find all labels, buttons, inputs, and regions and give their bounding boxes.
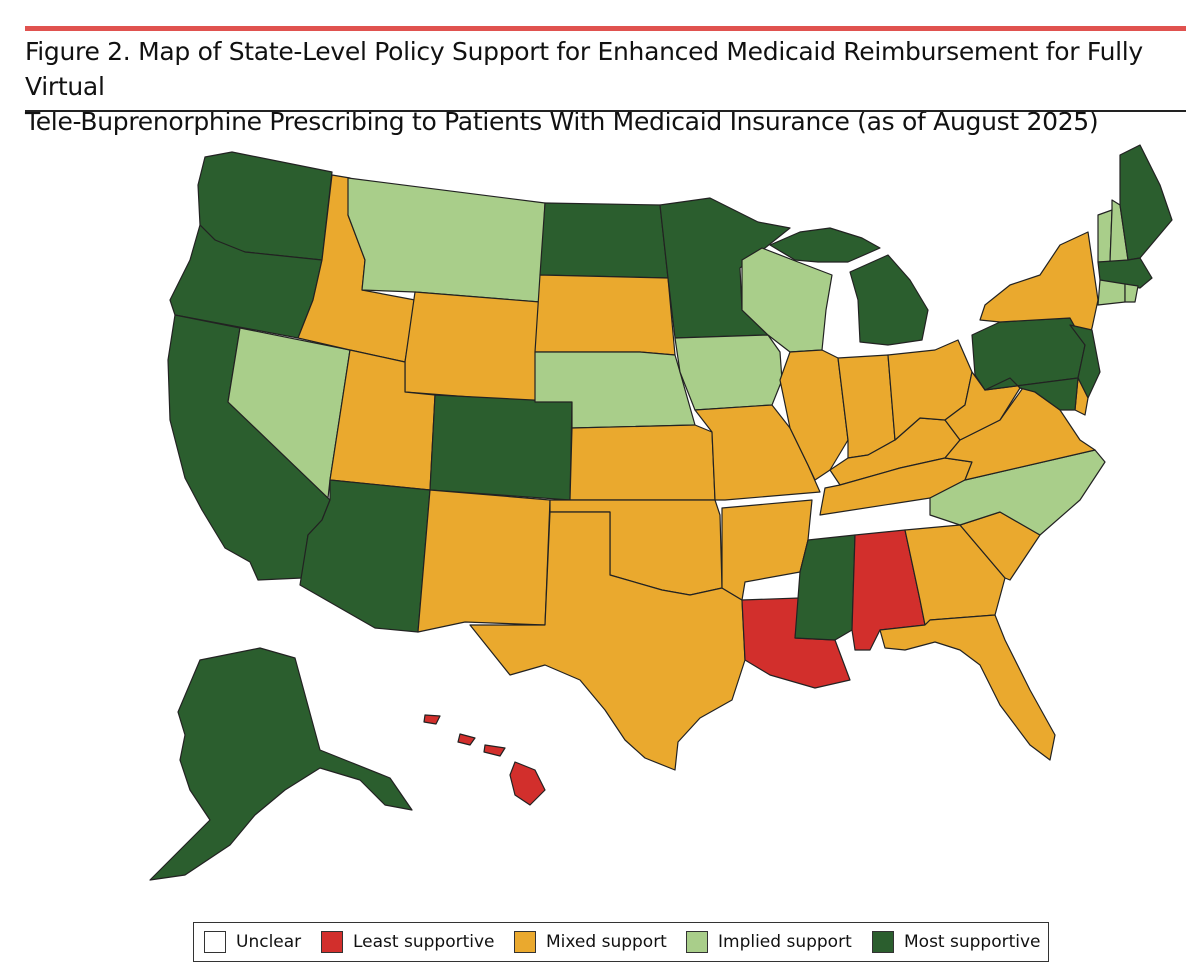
legend-label-least-supportive: Least supportive bbox=[353, 932, 495, 952]
state-wi bbox=[741, 247, 833, 353]
state-me bbox=[1119, 144, 1173, 261]
title-rule bbox=[25, 110, 1186, 112]
legend-label-implied-support: Implied support bbox=[718, 932, 852, 952]
map-legend: Unclear Least supportive Mixed support I… bbox=[193, 922, 1049, 962]
state-wy bbox=[404, 291, 541, 403]
figure-title-line-1: Figure 2. Map of State-Level Policy Supp… bbox=[25, 37, 1143, 101]
state-mn bbox=[659, 197, 791, 339]
legend-swatch-least-supportive bbox=[321, 931, 343, 953]
legend-swatch-most-supportive bbox=[872, 931, 894, 953]
legend-swatch-mixed-support bbox=[514, 931, 536, 953]
state-ak bbox=[149, 647, 413, 881]
state-mi bbox=[849, 254, 929, 346]
state-ri bbox=[1124, 283, 1139, 303]
state-co bbox=[429, 394, 573, 501]
legend-label-most-supportive: Most supportive bbox=[904, 932, 1041, 952]
legend-swatch-unclear bbox=[204, 931, 226, 953]
state-nm bbox=[417, 489, 551, 633]
state-nd bbox=[539, 202, 669, 279]
state-ct bbox=[1097, 279, 1126, 306]
legend-label-unclear: Unclear bbox=[236, 932, 302, 952]
state-hi bbox=[423, 714, 546, 806]
state-ar bbox=[721, 499, 813, 601]
state-mt bbox=[347, 177, 546, 303]
state-fl bbox=[879, 614, 1056, 761]
state-il bbox=[779, 349, 849, 481]
legend-label-mixed-support: Mixed support bbox=[546, 932, 667, 952]
top-accent-rule bbox=[25, 26, 1186, 31]
state-mi-upper bbox=[769, 227, 881, 263]
state-ia bbox=[674, 334, 783, 411]
state-md bbox=[984, 377, 1079, 411]
state-ks bbox=[569, 424, 716, 501]
legend-swatch-implied-support bbox=[686, 931, 708, 953]
state-ny bbox=[979, 231, 1099, 346]
state-tx bbox=[469, 511, 746, 771]
state-mo bbox=[694, 404, 821, 501]
state-sd bbox=[534, 274, 676, 356]
